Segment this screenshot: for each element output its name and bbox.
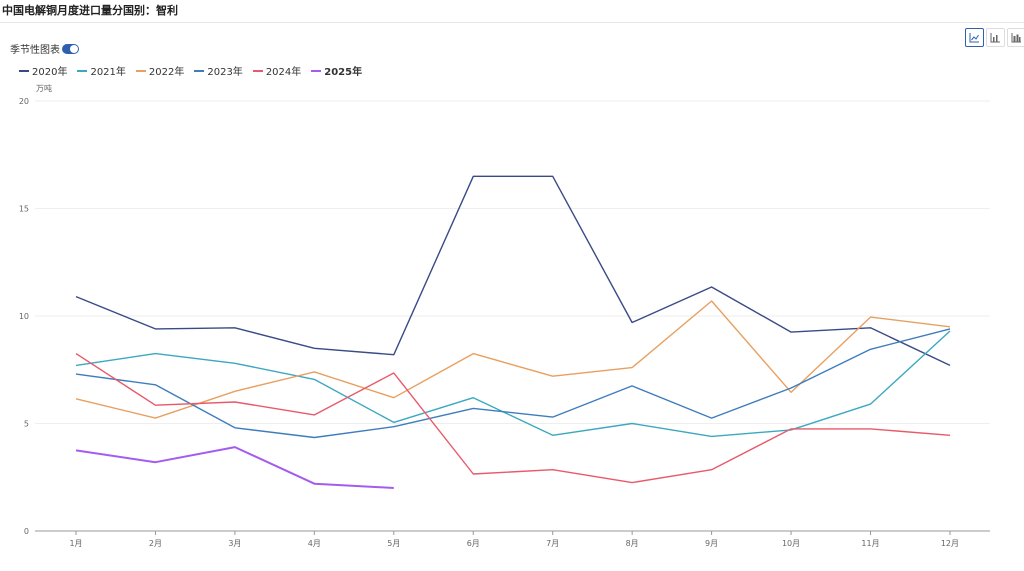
series-line-2022年 — [75, 300, 951, 419]
toggle-knob — [70, 44, 78, 53]
header-divider — [0, 22, 1024, 23]
legend-swatch — [311, 69, 322, 72]
legend-label: 2025年 — [324, 67, 363, 78]
x-tick-label: 3月 — [228, 539, 241, 548]
y-tick-label: 0 — [24, 527, 29, 536]
legend-swatch — [252, 69, 263, 72]
chart-view-switcher — [965, 28, 1024, 47]
legend-item[interactable]: 2022年 — [135, 63, 185, 78]
chart-legend: 2020年 2021年 2022年 2023年 2024年 2025年 — [19, 63, 372, 78]
series-line-2023年 — [75, 328, 951, 439]
y-tick-label: 15 — [19, 205, 29, 214]
y-tick-label: 5 — [24, 420, 29, 429]
legend-item[interactable]: 2023年 — [194, 63, 243, 78]
legend-label: 2022年 — [148, 67, 185, 78]
y-axis-unit: 万吨 — [36, 84, 52, 93]
x-tick-label: 9月 — [705, 539, 718, 548]
x-tick-label: 5月 — [387, 539, 400, 548]
legend-swatch — [19, 69, 29, 72]
legend-label: 2024年 — [265, 67, 302, 78]
legend-swatch — [77, 69, 88, 72]
x-tick-label: 2月 — [149, 539, 162, 548]
bar-chart-icon — [990, 33, 1000, 43]
legend-label: 2021年 — [90, 67, 126, 78]
legend-item[interactable]: 2025年 — [311, 63, 362, 78]
seasonal-toggle-group: 季节性图表 — [10, 41, 79, 56]
x-tick-label: 12月 — [941, 539, 959, 548]
x-tick-label: 4月 — [308, 539, 321, 548]
legend-swatch — [135, 69, 146, 72]
legend-item[interactable]: 2021年 — [77, 63, 126, 78]
x-tick-label: 1月 — [69, 539, 82, 548]
y-tick-label: 20 — [19, 97, 29, 106]
legend-label: 2020年 — [32, 67, 68, 78]
series-line-2021年 — [75, 330, 951, 438]
line-chart-icon — [969, 33, 979, 43]
stacked-bar-chart-icon — [1011, 33, 1021, 43]
seasonal-label: 季节性图表 — [10, 45, 60, 56]
line-chart-button[interactable] — [965, 28, 984, 47]
legend-item[interactable]: 2024年 — [252, 63, 302, 78]
seasonal-toggle[interactable] — [62, 43, 79, 54]
stacked-bar-chart-button[interactable] — [1007, 28, 1024, 47]
x-tick-label: 11月 — [861, 539, 879, 548]
x-tick-label: 8月 — [626, 539, 639, 548]
series-line-2025年 — [75, 446, 394, 489]
bar-chart-button[interactable] — [986, 28, 1005, 47]
legend-label: 2023年 — [207, 67, 243, 78]
page-title: 中国电解铜月度进口量分国别：智利 — [2, 4, 178, 17]
series-line-2020年 — [75, 175, 951, 367]
y-tick-label: 10 — [19, 312, 29, 321]
x-tick-label: 7月 — [546, 539, 559, 548]
x-tick-label: 10月 — [782, 539, 800, 548]
x-tick-label: 6月 — [467, 539, 480, 548]
legend-swatch — [194, 69, 205, 72]
series-line-2024年 — [75, 353, 951, 484]
legend-item[interactable]: 2020年 — [19, 63, 67, 78]
